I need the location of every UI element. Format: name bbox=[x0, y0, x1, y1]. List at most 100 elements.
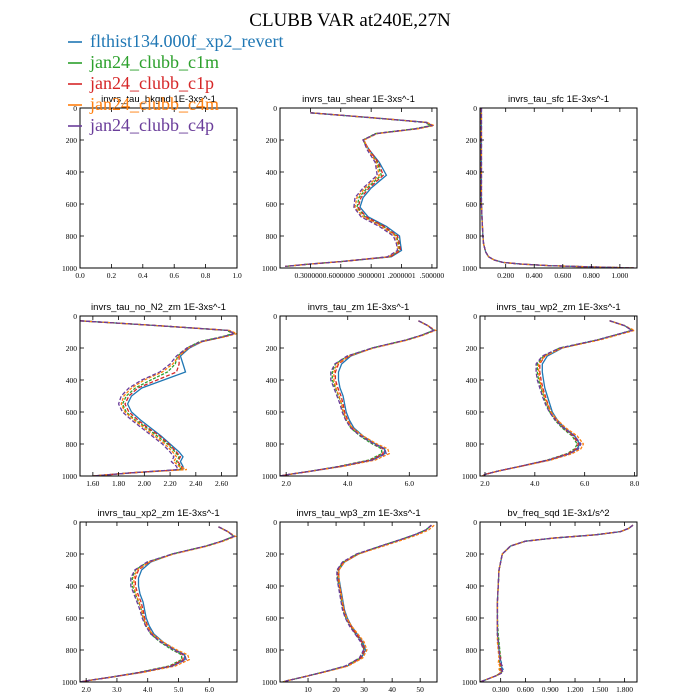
x-tick-label: 1.800 bbox=[616, 685, 633, 694]
y-tick-label: 0 bbox=[273, 312, 277, 321]
series-line-5 bbox=[285, 112, 434, 268]
y-tick-label: 400 bbox=[66, 168, 78, 177]
y-tick-label: 400 bbox=[266, 168, 278, 177]
panel-5: invrs_tau_zm 1E-3xs^-1 0 200 400 600 800 1000 2… bbox=[262, 302, 438, 488]
y-tick-label: 0 bbox=[273, 104, 277, 113]
y-tick-label: 1000 bbox=[462, 472, 477, 481]
series-line-4 bbox=[480, 524, 634, 682]
x-tick-label: 50 bbox=[416, 685, 424, 694]
x-tick-label: 0.6 bbox=[170, 271, 180, 280]
y-tick-label: 600 bbox=[66, 200, 78, 209]
x-tick-label: 0.8 bbox=[201, 271, 211, 280]
panel-2: invrs_tau_shear 1E-3xs^-1 0 200 400 600 800 10… bbox=[262, 94, 444, 280]
panel-title: bv_freq_sqd 1E-3x1/s^2 bbox=[507, 508, 609, 519]
x-tick-label: 2.0 bbox=[281, 479, 291, 488]
x-tick-label: 0.800 bbox=[583, 271, 600, 280]
y-tick-label: 400 bbox=[266, 376, 278, 385]
x-tick-label: 5.0 bbox=[174, 685, 184, 694]
plot-frame bbox=[79, 521, 238, 683]
y-tick-label: 800 bbox=[466, 440, 478, 449]
y-tick-label: 400 bbox=[466, 376, 478, 385]
x-tick-label: 2.60 bbox=[215, 479, 228, 488]
x-tick-label: 8.0 bbox=[630, 479, 640, 488]
x-tick-label: 20 bbox=[332, 685, 340, 694]
x-tick-label: 2.40 bbox=[189, 479, 202, 488]
x-tick-label: 6.0 bbox=[205, 685, 215, 694]
x-tick-label: 1.0 bbox=[232, 271, 242, 280]
y-tick-label: 800 bbox=[66, 440, 78, 449]
y-tick-label: 0 bbox=[273, 518, 277, 527]
panel-title: invrs_tau_shear 1E-3xs^-1 bbox=[302, 94, 415, 105]
x-tick-label: 0.400 bbox=[526, 271, 543, 280]
x-tick-label: 2.0 bbox=[81, 685, 91, 694]
legend-label: jan24_clubb_c1p bbox=[89, 73, 214, 93]
series-line-2 bbox=[80, 320, 235, 476]
y-tick-label: 200 bbox=[266, 136, 278, 145]
series-line-5 bbox=[280, 320, 436, 476]
x-tick-label: 0.4 bbox=[138, 271, 148, 280]
panel-9: bv_freq_sqd 1E-3x1/s^2 0 200 400 600 800 1000 0… bbox=[462, 508, 638, 694]
plot-frame bbox=[79, 315, 238, 477]
y-tick-label: 0 bbox=[473, 518, 477, 527]
x-tick-label: 3.0 bbox=[112, 685, 122, 694]
plot-frame bbox=[479, 315, 638, 477]
x-tick-label: 2.00 bbox=[138, 479, 151, 488]
y-tick-label: 600 bbox=[466, 200, 478, 209]
x-tick-label: 6.0 bbox=[580, 479, 590, 488]
y-tick-label: 800 bbox=[266, 440, 278, 449]
plot-frame bbox=[279, 107, 438, 269]
x-tick-label: 10 bbox=[304, 685, 312, 694]
x-tick-label: 0.2 bbox=[107, 271, 117, 280]
series-line-4 bbox=[282, 524, 435, 682]
x-tick-label: 4.0 bbox=[343, 479, 353, 488]
panel-7: invrs_tau_xp2_zm 1E-3xs^-1 0 200 400 600 800 1… bbox=[62, 508, 238, 694]
y-tick-label: 1000 bbox=[262, 472, 277, 481]
y-tick-label: 800 bbox=[266, 232, 278, 241]
y-tick-label: 0 bbox=[73, 518, 77, 527]
y-tick-label: 200 bbox=[466, 136, 478, 145]
y-tick-label: 1000 bbox=[462, 678, 477, 687]
y-tick-label: 400 bbox=[266, 582, 278, 591]
y-tick-label: 200 bbox=[66, 344, 78, 353]
y-tick-label: 400 bbox=[66, 376, 78, 385]
y-tick-label: 0 bbox=[473, 104, 477, 113]
x-tick-label: .6000000 bbox=[327, 271, 355, 280]
panel-3: invrs_tau_sfc 1E-3xs^-1 0 200 400 600 800 1000… bbox=[462, 94, 638, 280]
series-group bbox=[80, 526, 237, 682]
panel-title: invrs_tau_wp3_zm 1E-3xs^-1 bbox=[296, 508, 420, 519]
series-line-2 bbox=[480, 524, 634, 682]
x-tick-label: 1.000 bbox=[611, 271, 628, 280]
x-tick-label: 0.3000000 bbox=[294, 271, 326, 280]
y-tick-label: 1000 bbox=[62, 264, 77, 273]
y-tick-label: 200 bbox=[266, 550, 278, 559]
series-line-4 bbox=[280, 320, 437, 476]
y-tick-label: 600 bbox=[66, 614, 78, 623]
series-line-5 bbox=[482, 320, 634, 476]
x-tick-label: 40 bbox=[388, 685, 396, 694]
x-tick-label: 6.0 bbox=[405, 479, 415, 488]
x-tick-label: 2.0 bbox=[480, 479, 490, 488]
series-line-4 bbox=[80, 526, 237, 682]
legend-entry-2: jan24_clubb_c1m bbox=[68, 52, 219, 72]
series-group bbox=[482, 320, 637, 476]
series-group bbox=[282, 524, 435, 682]
legend-entry-3: jan24_clubb_c1p bbox=[68, 73, 214, 93]
y-tick-label: 200 bbox=[466, 344, 478, 353]
y-tick-label: 0 bbox=[73, 312, 77, 321]
series-line-3 bbox=[285, 112, 434, 268]
series-line-5 bbox=[80, 320, 237, 476]
x-tick-label: 0.300 bbox=[492, 685, 509, 694]
panel-4: invrs_tau_no_N2_zm 1E-3xs^-1 0 200 400 600 80… bbox=[62, 302, 238, 488]
series-group bbox=[80, 320, 237, 476]
panel-grid: invrs_tau_bkgnd 1E-3xs^-1020040060080010… bbox=[62, 94, 639, 694]
x-tick-label: 1.500 bbox=[591, 685, 608, 694]
series-group bbox=[480, 524, 634, 682]
legend-entry-5: jan24_clubb_c4p bbox=[68, 115, 214, 135]
x-tick-label: 1.60 bbox=[86, 479, 99, 488]
y-tick-label: 800 bbox=[66, 646, 78, 655]
y-tick-label: 600 bbox=[66, 408, 78, 417]
y-tick-label: 400 bbox=[466, 582, 478, 591]
y-tick-label: 600 bbox=[266, 614, 278, 623]
legend-label: jan24_clubb_c1m bbox=[89, 52, 219, 72]
